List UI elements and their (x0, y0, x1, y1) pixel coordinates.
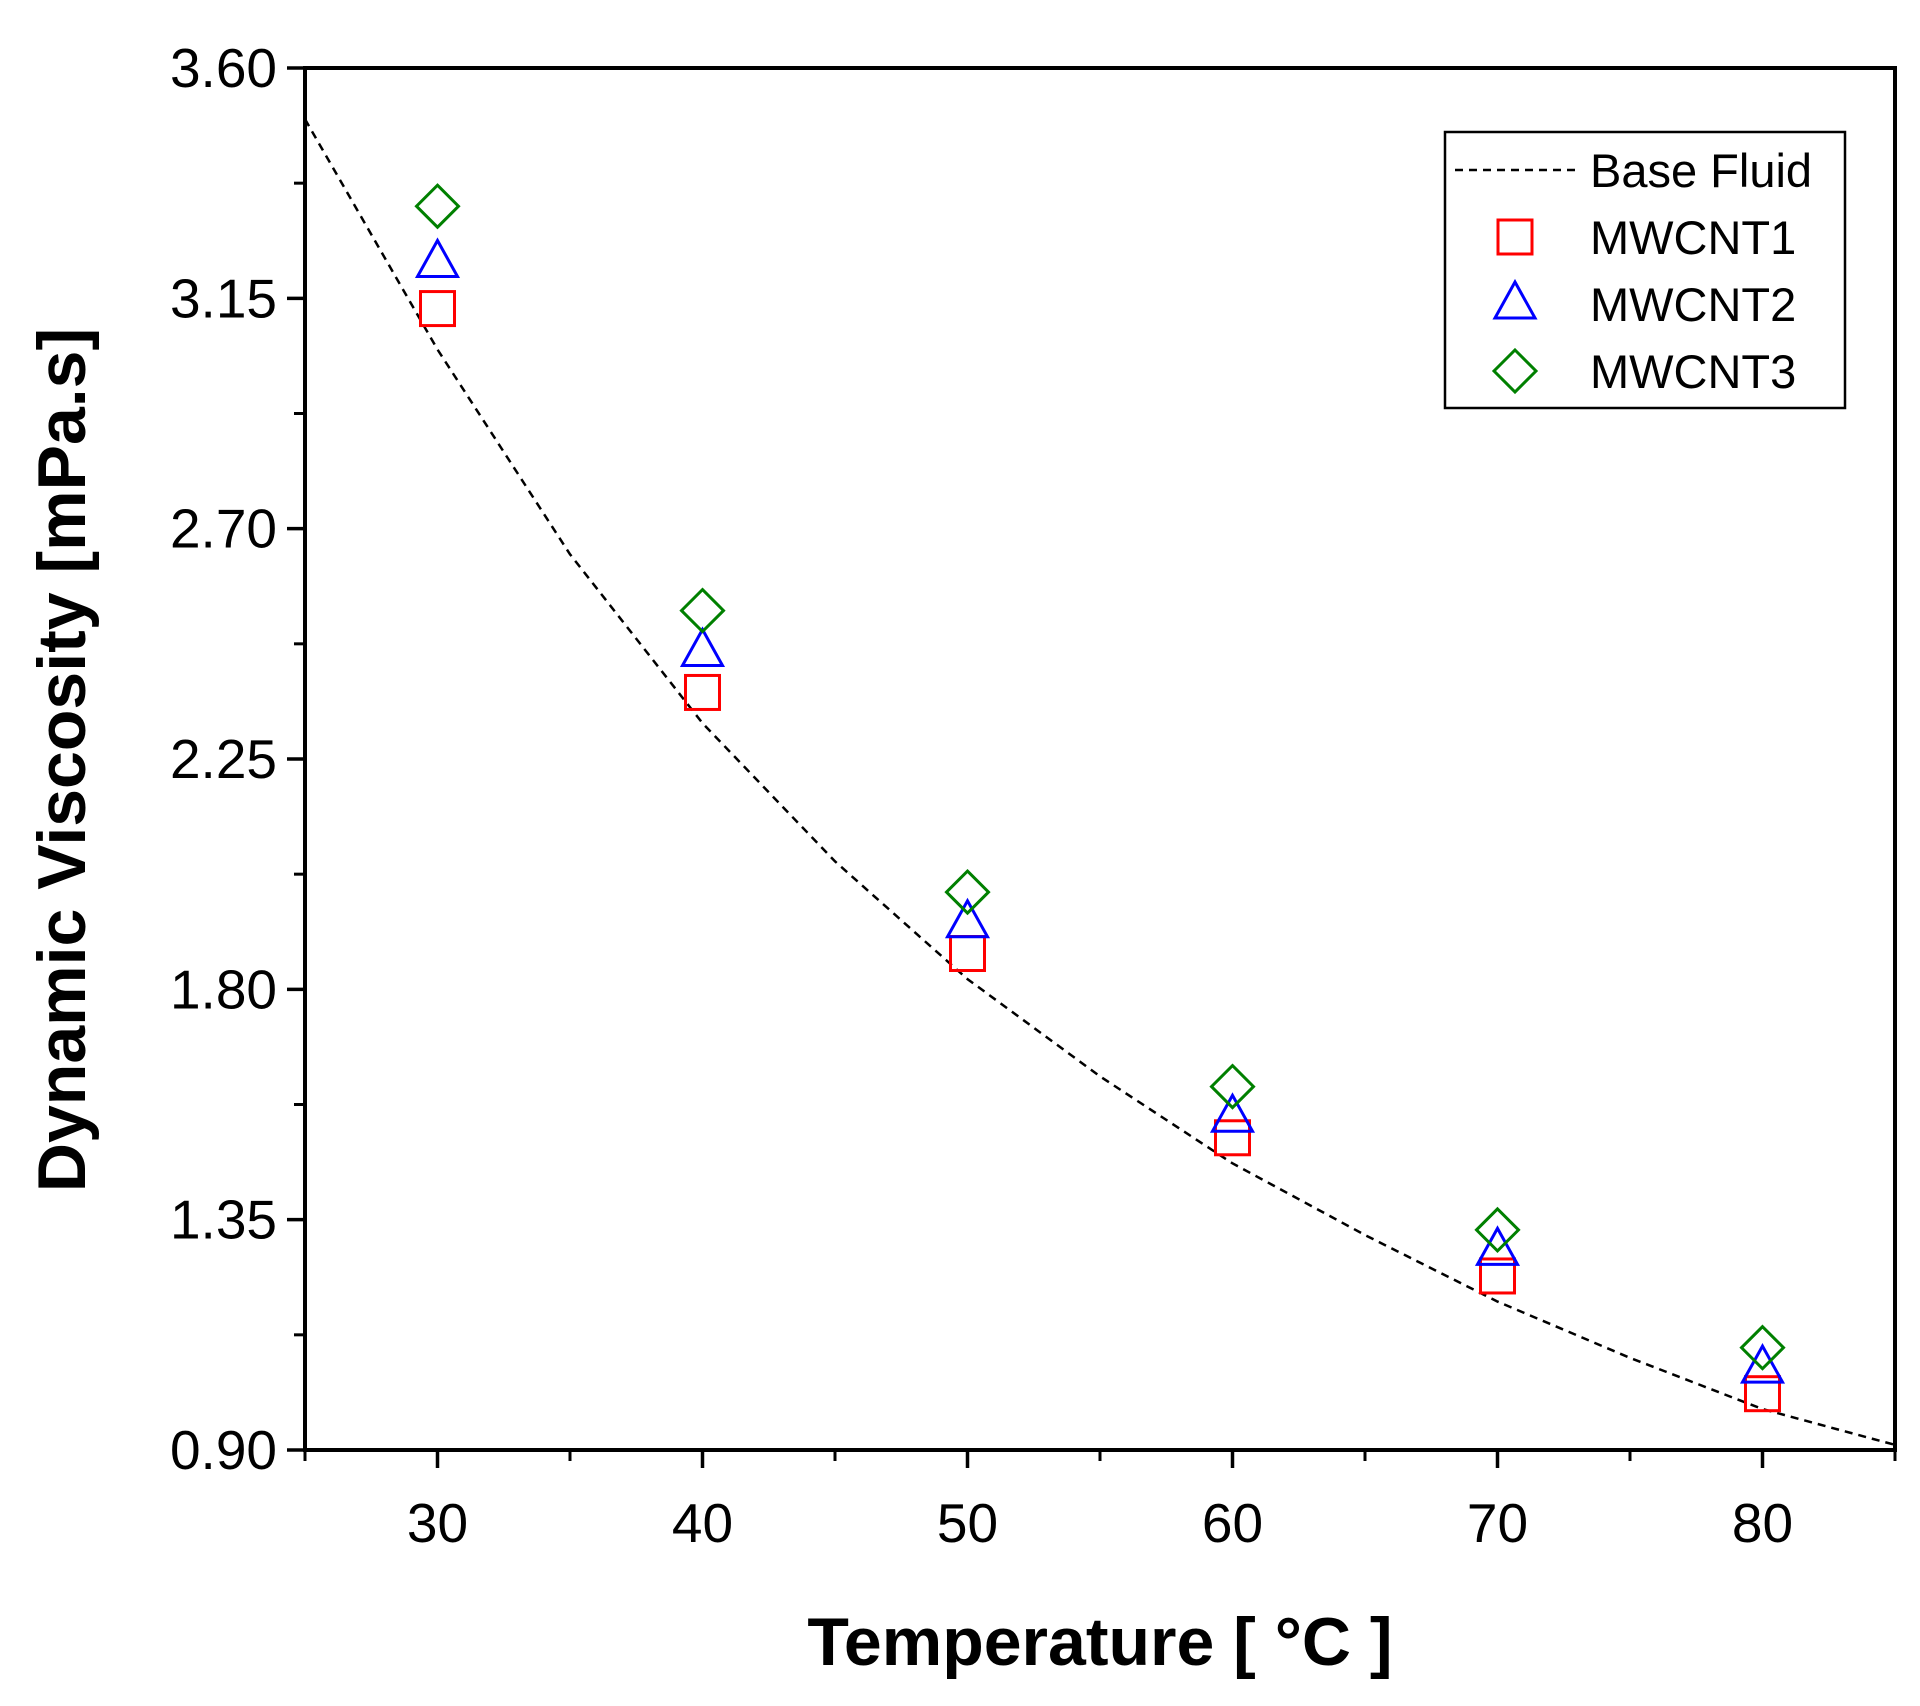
legend-swatch-mwcnt3 (1491, 347, 1539, 395)
y-tick-label: 2.25 (170, 728, 277, 790)
y-tick-label: 1.35 (170, 1189, 277, 1251)
mwcnt1-point (1479, 1257, 1516, 1295)
base-fluid-line (303, 118, 1896, 1447)
mwcnt2-point (414, 237, 461, 279)
x-tick-label: 60 (1202, 1492, 1263, 1554)
mwcnt1-point (1744, 1375, 1781, 1413)
mwcnt1-point (419, 290, 456, 328)
legend-label-base-fluid: Base Fluid (1590, 144, 1812, 197)
mwcnt1-point (949, 935, 986, 973)
x-tick-label: 70 (1467, 1492, 1528, 1554)
legend: Base Fluid MWCNT1 MWCNT2 MWCNT3 (1443, 130, 1847, 410)
y-tick-label: 3.60 (170, 37, 277, 99)
mwcnt3-point (1739, 1324, 1786, 1371)
legend-swatch-mwcnt2 (1492, 278, 1538, 320)
y-tick-label: 0.90 (170, 1419, 277, 1481)
legend-label-mwcnt3: MWCNT3 (1590, 345, 1796, 398)
mwcnt3-point (944, 868, 991, 916)
mwcnt2-point (1474, 1225, 1521, 1266)
y-tick-label: 2.70 (170, 498, 277, 560)
mwcnt3-point (1474, 1206, 1521, 1254)
mwcnt2-point (1739, 1343, 1786, 1384)
mwcnt3-point (414, 183, 461, 230)
x-tick-label: 50 (937, 1492, 998, 1554)
legend-label-mwcnt1: MWCNT1 (1590, 211, 1796, 264)
x-axis: 30 40 50 60 70 80 (303, 1450, 1897, 1554)
legend-swatch-mwcnt1 (1496, 218, 1534, 256)
legend-label-mwcnt2: MWCNT2 (1590, 278, 1796, 331)
x-tick-label: 40 (672, 1492, 733, 1554)
y-axis-title: Dynamic Viscosity [mPa.s] (24, 328, 100, 1192)
y-axis: 0.90 1.35 1.80 2.25 2.70 3.15 3.60 (170, 37, 305, 1481)
plot-series-layer (303, 118, 1896, 1447)
mwcnt3-point (1209, 1063, 1256, 1110)
x-tick-label: 30 (407, 1492, 468, 1554)
mwcnt1-point (684, 673, 721, 711)
mwcnt3-point (679, 587, 726, 634)
mwcnt2-point (1209, 1092, 1256, 1133)
mwcnt2-point (679, 626, 726, 668)
y-tick-label: 3.15 (170, 267, 277, 329)
legend-box (1443, 130, 1847, 410)
mwcnt1-point (1214, 1119, 1251, 1157)
x-axis-title: Temperature [ °C ] (807, 1604, 1392, 1680)
y-tick-label: 1.80 (170, 958, 277, 1020)
x-tick-label: 80 (1732, 1492, 1793, 1554)
mwcnt2-point (944, 897, 991, 939)
